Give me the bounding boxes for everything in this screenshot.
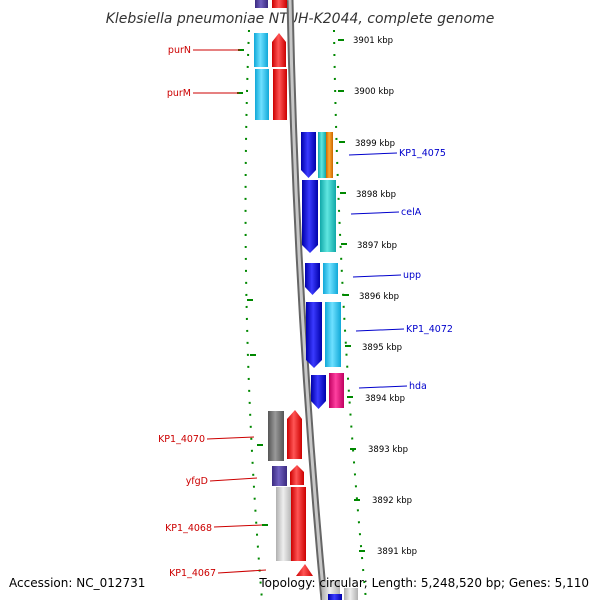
gene-arrow-upp [305,263,320,295]
gene-label-upp: upp [403,270,421,281]
scale-label: 3901 kbp [353,36,393,46]
genome-title: Klebsiella pneumoniae NTUH-K2044, comple… [106,11,495,27]
gene-label-kp1-4068: KP1_4068 [165,523,212,534]
minor-ticks-left [237,49,268,526]
left-gene-labels[interactable]: purN purM KP1_4070 yfgD KP1_4068 KP1_406… [158,45,267,579]
scale-label: 3896 kbp [359,292,399,302]
gene-arrow-cela [302,180,318,253]
scale-label: 3891 kbp [377,547,417,557]
right-gene-labels[interactable]: KP1_4075 celA upp KP1_4072 hda [348,148,453,392]
gene-arrow-kp1-4070 [287,410,302,459]
gene-bar-hda-magenta [329,373,344,408]
scale-ticks [338,39,365,552]
scale-label: 3892 kbp [372,496,412,506]
gene-arrow-kp1-4075 [301,132,316,178]
gene-bar-purn-cyan [254,33,268,67]
gene-label-kp1-4072: KP1_4072 [406,324,453,335]
gene-label-kp1-4067: KP1_4067 [169,568,216,579]
right-track-genes [301,132,358,600]
gene-label-kp1-4075: KP1_4075 [399,148,446,159]
topology-text: Topology: circular; Length: 5,248,520 bp… [258,576,589,590]
gene-bar-purm-cyan [255,69,269,120]
scale-label: 3899 kbp [355,139,395,149]
gene-arrow-purn [272,33,286,67]
gene-arrow-kp1-4067 [296,564,313,576]
gene-arrow-kp1-4072 [306,302,322,368]
scale-label: 3894 kbp [365,394,405,404]
accession-text: Accession: NC_012731 [9,576,145,590]
gene-bar-cela-teal [320,180,336,252]
gene-arrow-hda [311,375,326,409]
gene-bar-yfgd-purple [272,466,287,486]
scale-labels: 3901 kbp 3900 kbp 3899 kbp 3898 kbp 3897… [353,36,417,557]
gene-label-purn: purN [168,45,191,56]
gene-label-yfgd: yfgD [186,476,208,487]
gene-bar-upp-cyan [323,263,338,294]
left-track-genes [254,0,313,576]
scale-label: 3895 kbp [362,343,402,353]
gene-label-kp1-4070: KP1_4070 [158,434,205,445]
gene-bar-purm [273,69,287,120]
gene-label-hda: hda [409,381,427,392]
gene-bar-kp1-4072-cyan [325,302,341,367]
gene-bar-kp1-4068 [276,487,292,561]
scale-label: 3900 kbp [354,87,394,97]
gene-label-cela: celA [401,207,422,218]
gene-label-purm: purM [167,88,191,99]
gene-arrow-yfgd [290,465,304,485]
scale-label: 3897 kbp [357,241,397,251]
scale-label: 3893 kbp [368,445,408,455]
gene-bar-kp1-4070-gray [268,411,284,461]
scale-label: 3898 kbp [356,190,396,200]
